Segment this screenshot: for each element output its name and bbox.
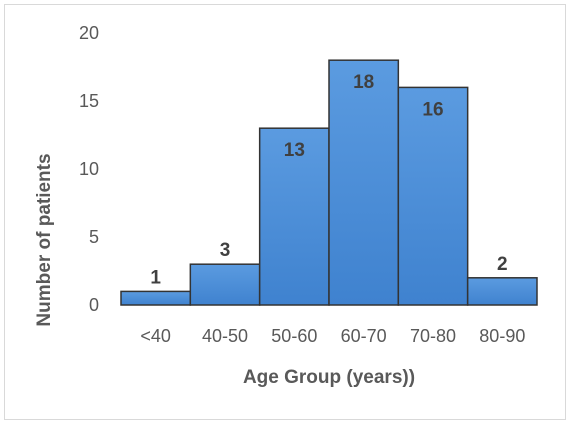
bar-data-label: 18 (353, 72, 374, 93)
bar (120, 290, 192, 306)
x-tick-label: 40-50 (202, 326, 248, 346)
y-axis-title: Number of patients (34, 153, 55, 326)
y-axis-ticks: 0 5 10 15 20 (79, 23, 99, 315)
bars (120, 59, 538, 306)
x-tick-label: 60-70 (341, 326, 387, 346)
bar-data-label: 13 (284, 140, 305, 161)
bar (258, 127, 330, 306)
bar (189, 263, 261, 306)
x-tick-label: 50-60 (271, 326, 317, 346)
y-tick-label: 15 (79, 91, 99, 111)
bar-data-label: 16 (422, 99, 443, 120)
y-tick-label: 20 (79, 23, 99, 43)
y-tick-label: 10 (79, 159, 99, 179)
bar-data-label: 1 (150, 267, 161, 288)
bar (466, 277, 538, 306)
y-tick-label: 5 (89, 227, 99, 247)
bar (328, 59, 400, 306)
x-axis-title: Age Group (years)) (243, 367, 415, 388)
x-tick-label: 80-90 (479, 326, 525, 346)
x-tick-label: 70-80 (410, 326, 456, 346)
x-axis-ticks: <40 40-50 50-60 60-70 70-80 80-90 (140, 326, 525, 346)
bar-data-label: 2 (497, 254, 508, 275)
x-tick-label: <40 (140, 326, 171, 346)
bar (397, 86, 469, 306)
bar-data-label: 3 (220, 240, 231, 261)
y-tick-label: 0 (89, 295, 99, 315)
